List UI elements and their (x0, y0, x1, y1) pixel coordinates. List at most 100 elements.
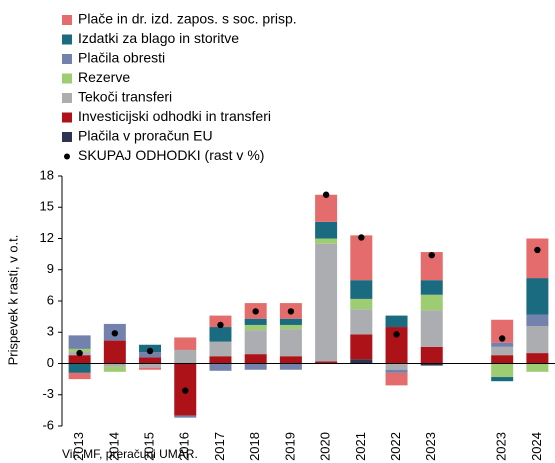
bar-segment (244, 330, 267, 355)
y-tick-label: 18 (40, 167, 54, 182)
y-tick-label: 0 (47, 355, 54, 370)
bar-segment (209, 363, 232, 371)
bar-segment (244, 363, 267, 370)
bar-segment (139, 363, 162, 368)
legend-marker (62, 54, 72, 64)
bar-segment (491, 377, 514, 382)
bar-segment (279, 363, 302, 370)
bar-segment (209, 327, 232, 342)
legend-label: SKUPAJ ODHODKI (rast v %) (78, 147, 264, 163)
bar-segment (350, 359, 373, 364)
y-tick-label: 9 (47, 261, 54, 276)
bar-segment (68, 335, 91, 349)
x-tick-label: 2017 (212, 432, 227, 461)
legend-label: Plačila obresti (78, 50, 165, 66)
legend-marker (62, 73, 72, 84)
bar-segment (420, 363, 443, 366)
bar-segment (526, 353, 549, 364)
x-tick-label: 2016 (177, 432, 192, 461)
legend-marker (64, 153, 70, 160)
legend-label: Tekoči transferi (78, 89, 172, 105)
bar-segment (420, 294, 443, 311)
bar-segment (350, 309, 373, 335)
bar-segment (385, 369, 408, 373)
bar-segment (209, 356, 232, 364)
bar-segment (526, 238, 549, 279)
bar-segment (491, 355, 514, 364)
legend-label: Investicijski odhodki in transferi (78, 108, 271, 124)
bar-segment (139, 352, 162, 358)
bar-segment (315, 243, 338, 362)
total-dot (287, 308, 295, 315)
bar-segment (350, 280, 373, 299)
bar-segment (526, 314, 549, 326)
bar-segment (103, 366, 126, 372)
y-tick-label: -3 (42, 386, 54, 401)
total-dot (217, 321, 224, 329)
bar-segment (279, 356, 302, 364)
bar-segment (350, 334, 373, 360)
y-tick-label: 12 (40, 230, 54, 245)
y-axis-label: Prispevek k rasti, v o.t. (5, 235, 20, 366)
total-dot (358, 234, 365, 241)
total-dot (322, 191, 330, 198)
y-tick-label: 15 (40, 199, 54, 214)
x-tick-label: I-IV 2024 (529, 432, 544, 463)
bar-segment (209, 315, 232, 328)
bar-segment (315, 194, 338, 222)
bar-segment (279, 318, 302, 325)
bar-segment (68, 372, 91, 380)
x-tick-label: 2015 (141, 432, 156, 461)
y-tick-label: 6 (47, 292, 54, 307)
total-dot (146, 347, 154, 355)
bar-segment (244, 324, 267, 331)
legend-label: Rezerve (78, 69, 130, 85)
x-tick-label: 2023 (423, 432, 438, 461)
legend-label: Plačila v proračun EU (78, 128, 213, 144)
bar-segment (174, 415, 197, 418)
legend-label: Plače in dr. izd. zapos. s soc. prisp. (78, 11, 297, 27)
total-dot (76, 349, 83, 357)
bar-segment (279, 324, 302, 330)
x-tick-label: 2014 (106, 432, 121, 461)
legend-marker (62, 15, 72, 25)
bar-segment (385, 363, 408, 370)
x-tick-label: I-IV 2023 (494, 432, 509, 463)
bar-segment (420, 252, 443, 281)
bar-segment (315, 238, 338, 244)
bar-segment (68, 363, 91, 373)
bar-segment (385, 372, 408, 386)
bar-segment (420, 280, 443, 295)
y-tick-label: -6 (42, 417, 54, 432)
y-tick-label: 3 (47, 324, 54, 339)
bar-segment (139, 367, 162, 370)
total-dot (498, 335, 506, 342)
bar-segment (491, 319, 514, 343)
bar-segment (174, 337, 197, 350)
bar-segment (526, 278, 549, 315)
legend-marker (62, 93, 72, 103)
bar-segment (244, 354, 267, 364)
bar-segment (385, 315, 408, 328)
bar-segment (209, 341, 232, 357)
bar-segment (526, 363, 549, 372)
bar-segment (68, 355, 91, 364)
bar-segment (491, 342, 514, 347)
bar-segment (350, 235, 373, 281)
x-tick-label: 2018 (247, 432, 262, 461)
total-dot (252, 308, 259, 315)
bar-segment (315, 361, 338, 364)
bar-segment (385, 327, 408, 364)
bar-segment (420, 310, 443, 347)
bar-segment (491, 363, 514, 378)
x-tick-label: 2021 (353, 432, 368, 461)
legend-marker (62, 34, 72, 45)
bar-segment (315, 221, 338, 239)
bar-segment (103, 340, 126, 364)
legend-label: Izdatki za blago in storitve (78, 30, 239, 46)
bar-segment (491, 346, 514, 356)
bar-segment (244, 318, 267, 325)
bar-segment (174, 349, 197, 364)
total-dot (111, 330, 119, 337)
